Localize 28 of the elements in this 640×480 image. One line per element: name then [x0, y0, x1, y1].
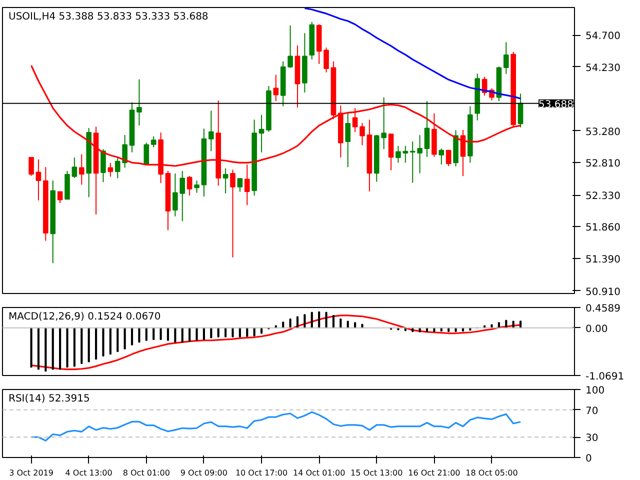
x-tick-label: 9 Oct 09:00 — [180, 468, 228, 478]
chart-title: RSI(14) 52.3915 — [8, 394, 90, 404]
y-tick-label: 30 — [586, 433, 598, 444]
y-tick-label: 51.390 — [586, 254, 620, 266]
y-tick-label: 52.810 — [586, 158, 620, 170]
y-tick-label: 70 — [586, 406, 598, 417]
x-tick-label: 15 Oct 13:00 — [350, 468, 403, 478]
y-tick-label: 100 — [586, 386, 605, 396]
chart-title: MACD(12,26,9) 0.1524 0.0670 — [8, 312, 161, 322]
chart-title: USOIL,H4 53.388 53.833 53.333 53.688 — [8, 12, 208, 22]
x-tick-label: 14 Oct 01:00 — [293, 468, 346, 478]
ref-line-label: 53.688 — [538, 99, 574, 110]
y-tick-label: 50.910 — [586, 286, 620, 298]
y-tick-label: 54.700 — [586, 31, 620, 42]
y-tick-label: 0.4589 — [586, 304, 620, 314]
x-tick-label: 8 Oct 01:00 — [122, 468, 170, 478]
x-tick-label: 10 Oct 17:00 — [235, 468, 288, 478]
x-tick-label: 18 Oct 05:00 — [466, 468, 518, 478]
x-tick-label: 16 Oct 21:00 — [408, 468, 460, 478]
y-tick-label: -1.0691 — [586, 372, 624, 382]
y-tick-label: 51.860 — [586, 222, 620, 234]
y-tick-label: 0 — [586, 454, 592, 464]
y-tick-label: 54.230 — [586, 62, 620, 74]
y-tick-label: 52.330 — [586, 191, 620, 202]
x-tick-label: 3 Oct 2019 — [9, 468, 54, 478]
x-tick-label: 4 Oct 13:00 — [65, 468, 112, 478]
y-tick-label: 53.280 — [586, 126, 620, 138]
y-tick-label: 0.00 — [586, 324, 608, 335]
